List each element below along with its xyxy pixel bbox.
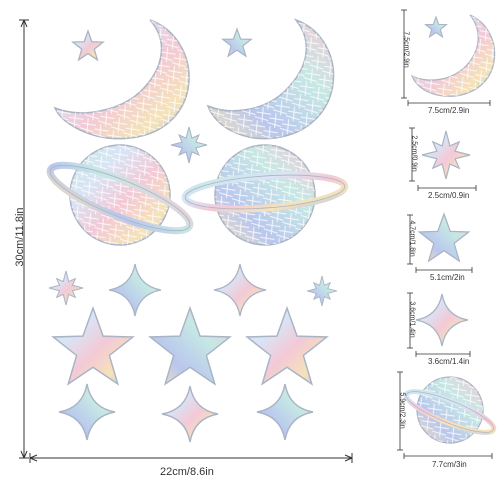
diamond-star-icon: [416, 294, 468, 346]
sparkle-icon: [49, 271, 83, 305]
diamond-star-icon: [162, 386, 218, 442]
sheet-width-label: 22cm/8.6in: [160, 466, 214, 478]
callout-sparkle-height-label: 2.5cm/0.9in: [410, 135, 418, 172]
diamond-star-icon: [109, 264, 161, 316]
callout-star-dimensions: [407, 214, 473, 273]
star-icon: [247, 308, 327, 384]
callout-moon-height-label: 7.5cm/2.9in: [402, 31, 410, 68]
sheet-height-label: 30cm/11.8in: [14, 207, 26, 267]
sheet-width-dimension: [29, 453, 353, 463]
callout-moon-illustration: [410, 15, 496, 97]
callout-sparkle-width-label: 2.5cm/0.9in: [428, 191, 470, 200]
callout-planet-width-label: 7.7cm/3in: [432, 460, 467, 469]
callout-diamond-width-label: 3.6cm/1.4in: [428, 357, 470, 366]
callout-star-width-label: 5.1cm/2in: [430, 273, 465, 282]
sparkle-icon: [422, 131, 470, 179]
crescent-moon-icon: [53, 19, 190, 140]
callout-moon-width-label: 7.5cm/2.9in: [428, 106, 470, 115]
sparkle-icon: [171, 127, 207, 163]
star-icon: [53, 308, 133, 384]
diamond-star-icon: [59, 384, 115, 440]
diamond-star-icon: [214, 264, 266, 316]
ringed-planet-icon: [181, 144, 349, 246]
callout-diamond-height-label: 3.6cm/1.4in: [408, 301, 416, 338]
star-icon: [150, 308, 230, 384]
callout-moon-dimensions: [401, 9, 491, 106]
star-icon: [223, 29, 252, 56]
sparkle-icon: [307, 276, 337, 306]
ringed-planet-icon: [403, 376, 497, 444]
ringed-planet-icon: [46, 144, 194, 246]
callout-diamond-dimensions: [407, 292, 471, 357]
star-icon: [73, 31, 103, 60]
callout-planet-height-label: 5.9cm/2.3in: [398, 392, 406, 429]
callout-sparkle-dimensions: [409, 127, 477, 191]
crescent-moon-icon: [206, 18, 335, 140]
callout-star-height-label: 4.7cm/1.8in: [408, 220, 416, 257]
sheet-height-dimension: [19, 19, 29, 459]
diamond-star-icon: [257, 384, 313, 440]
callout-planet-dimensions: [397, 371, 493, 459]
star-icon: [419, 214, 468, 261]
